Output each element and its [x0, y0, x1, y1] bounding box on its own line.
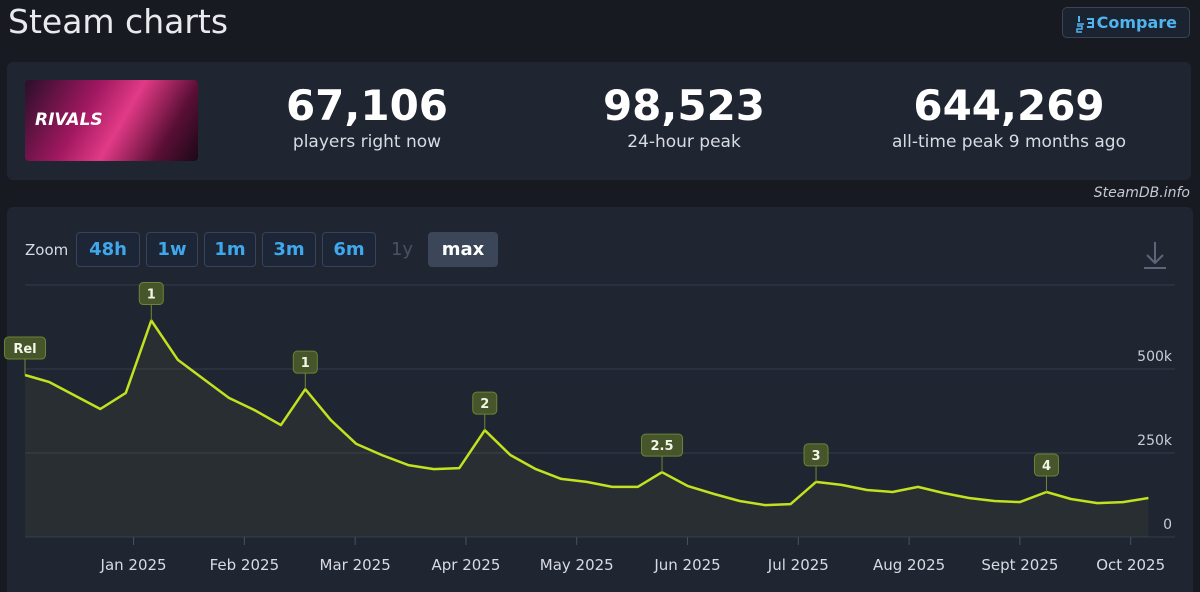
event-flag: 4: [1033, 453, 1059, 492]
stat-value: 98,523: [602, 81, 766, 130]
stat-label: 24-hour peak: [627, 132, 741, 152]
stat: 67,106 players right now: [217, 80, 517, 152]
event-box: [472, 391, 498, 415]
x-tick-label: Sept 2025: [981, 556, 1058, 574]
event-box: [1033, 453, 1059, 477]
stat-value: 67,106: [285, 81, 449, 130]
zoom-button[interactable]: 1w: [146, 232, 198, 267]
source-credit: SteamDB.info: [1093, 185, 1190, 201]
event-box: [803, 443, 829, 467]
stat: 644,269 all-time peak 9 months ago: [859, 80, 1159, 152]
stat-label: players right now: [292, 132, 442, 152]
x-tick-label: Mar 2025: [320, 556, 391, 574]
zoom-button[interactable]: 6m: [322, 232, 376, 267]
event-box: [4, 336, 46, 360]
stat: 98,523 24-hour peak: [534, 80, 834, 152]
x-tick-label: Feb 2025: [210, 556, 280, 574]
x-tick-label: Jul 2025: [767, 556, 829, 574]
event-box: [641, 433, 684, 457]
stat-value: 644,269: [913, 81, 1105, 130]
x-tick-label: Jan 2025: [100, 556, 167, 574]
event-box: [292, 350, 318, 374]
event-box: [138, 282, 164, 306]
zoom-button[interactable]: 3m: [262, 232, 316, 267]
compare-icon: [1076, 16, 1094, 33]
event-label: 1: [147, 288, 156, 303]
x-tick-label: Jun 2025: [653, 556, 720, 574]
event-flag: 1: [138, 282, 164, 321]
y-tick-label: 0: [1163, 517, 1172, 533]
event-label: 3: [812, 449, 821, 464]
event-label: 2.5: [651, 439, 674, 454]
compare-label: Compare: [1096, 13, 1177, 32]
page-title: Steam charts: [8, 2, 229, 41]
zoom-label: Zoom: [25, 241, 69, 259]
x-tick-label: Aug 2025: [873, 556, 945, 574]
zoom-button[interactable]: max: [428, 232, 498, 267]
chart-panel: [7, 207, 1193, 592]
x-tick-label: May 2025: [540, 556, 614, 574]
event-flag: Rel: [4, 336, 46, 376]
stats-panel: RIVALS 67,106 players right now 98,523 24-…: [7, 62, 1191, 180]
download-icon: [1144, 242, 1166, 269]
zoom-button[interactable]: 48h: [76, 232, 140, 267]
x-tick-label: Apr 2025: [431, 556, 500, 574]
zoom-button[interactable]: 1m: [204, 232, 256, 267]
y-tick-label: 500k: [1137, 349, 1173, 365]
event-label: 2: [480, 397, 489, 412]
line-area: [25, 320, 1149, 537]
event-flag: 3: [803, 443, 829, 482]
compare-button[interactable]: Compare: [1062, 7, 1190, 38]
event-label: 1: [301, 356, 310, 371]
zoom-button: 1y: [390, 239, 414, 260]
y-tick-label: 250k: [1137, 433, 1173, 449]
event-label: 4: [1042, 459, 1051, 474]
event-flag: 1: [292, 350, 318, 390]
stat-label: all-time peak 9 months ago: [892, 132, 1126, 152]
event-flag: 2.5: [641, 433, 684, 473]
x-tick-label: Oct 2025: [1096, 556, 1165, 574]
game-image-text: RIVALS: [35, 110, 103, 130]
line-series: [24, 319, 1149, 507]
game-image: RIVALS: [25, 80, 198, 161]
event-flag: 2: [472, 391, 498, 431]
event-label: Rel: [13, 342, 36, 357]
